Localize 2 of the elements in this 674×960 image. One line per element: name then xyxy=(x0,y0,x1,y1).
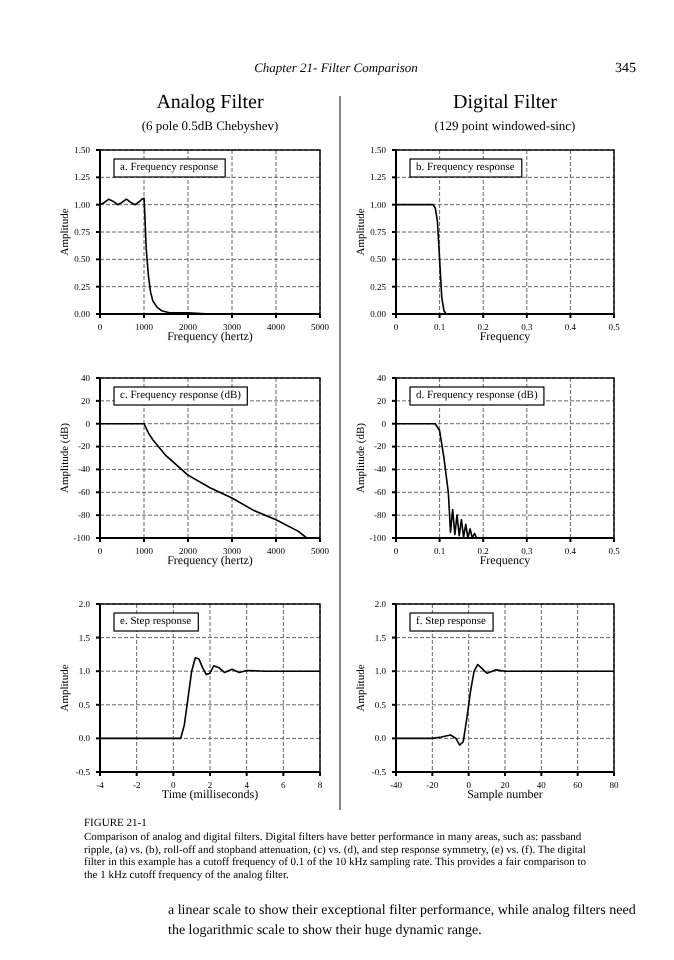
chart-title: Digital Filter xyxy=(453,92,559,114)
chart-title: Analog Filter xyxy=(156,92,265,114)
